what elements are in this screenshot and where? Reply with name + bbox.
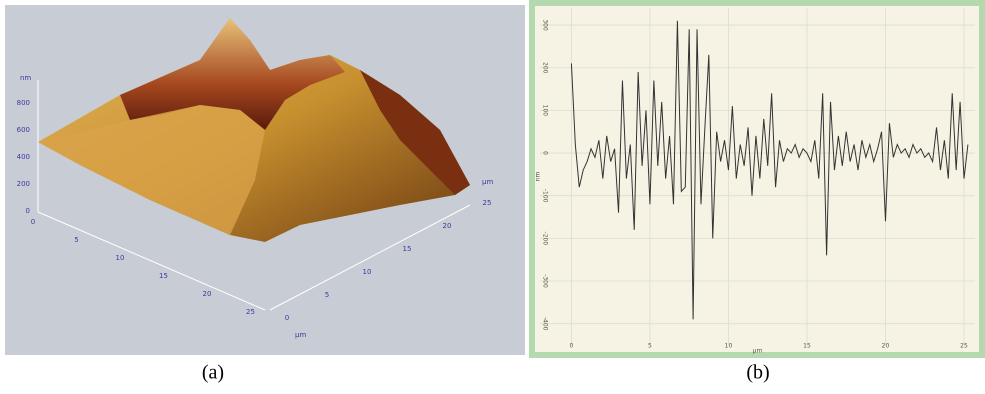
z-tick-label: 800 <box>17 99 30 107</box>
y-tick-label: 0 <box>542 151 549 155</box>
x-tick-label: 5 <box>74 236 78 244</box>
y-tick-label: 20 <box>443 222 452 230</box>
z-tick-label: 600 <box>17 126 30 134</box>
y-tick-label: 100 <box>542 105 549 117</box>
figure: nm (a) (b) 80060040020000510152025051015… <box>0 0 985 389</box>
x-tick-label: 0 <box>31 218 35 226</box>
y-tick-label: -300 <box>542 274 549 288</box>
y-tick-label: 25 <box>483 199 492 207</box>
x-tick-label: 20 <box>882 343 890 350</box>
z-tick-label: 400 <box>17 153 30 161</box>
x-tick-label: 5 <box>648 343 652 350</box>
caption: (a) <box>202 362 224 384</box>
z-tick-label: 200 <box>17 180 30 188</box>
x-unit: µm <box>295 331 306 339</box>
x-tick-label: 15 <box>159 272 168 280</box>
y-tick-label: 15 <box>403 245 412 253</box>
y-tick-label: -100 <box>542 189 549 203</box>
z-tick-label: 0 <box>26 207 30 215</box>
y-tick-label: -400 <box>542 317 549 331</box>
y-tick-label: 300 <box>542 19 549 31</box>
y-tick-label: -200 <box>542 232 549 246</box>
caption: (b) <box>746 362 769 384</box>
z-unit: nm <box>20 74 31 82</box>
x-tick-label: 0 <box>569 343 573 350</box>
x-tick-label: 25 <box>960 343 968 350</box>
x-axis-label: µm <box>753 348 763 355</box>
y-tick-label: 10 <box>363 268 372 276</box>
y-tick-label: 200 <box>542 62 549 74</box>
x-tick-label: 10 <box>725 343 733 350</box>
x-tick-label: 15 <box>803 343 811 350</box>
y-tick-label: 0 <box>285 314 289 322</box>
x-tick-label: 20 <box>203 290 212 298</box>
chart-background <box>532 3 982 355</box>
y-unit: µm <box>482 178 493 186</box>
y-axis-label: nm <box>535 172 542 182</box>
x-tick-label: 25 <box>246 308 255 316</box>
x-tick-label: 10 <box>116 254 125 262</box>
y-tick-label: 5 <box>325 291 329 299</box>
